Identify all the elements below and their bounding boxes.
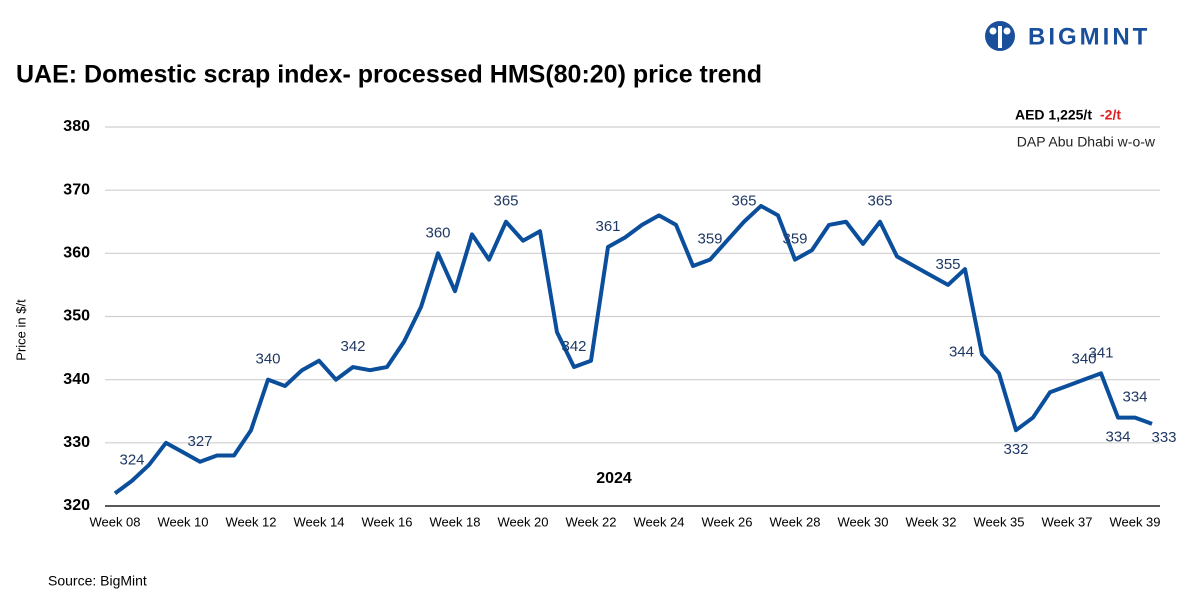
data-label: 365 <box>493 193 518 210</box>
x-tick-label: Week 14 <box>293 514 344 529</box>
chart-title: UAE: Domestic scrap index- processed HMS… <box>16 61 762 89</box>
data-label: 360 <box>425 224 450 241</box>
y-tick-label: 340 <box>63 371 90 388</box>
y-tick-label: 330 <box>63 434 90 451</box>
data-label: 327 <box>187 433 212 450</box>
logo-icon <box>998 26 1002 48</box>
x-tick-label: Week 28 <box>769 514 820 529</box>
x-tick-label: Week 30 <box>837 514 888 529</box>
data-label: 340 <box>1071 351 1096 368</box>
data-label: 324 <box>119 452 144 469</box>
data-label: 361 <box>595 218 620 235</box>
data-label: 332 <box>1003 441 1028 458</box>
price-line <box>113 203 1153 495</box>
price-change: -2/t <box>1100 107 1121 123</box>
y-tick-label: 360 <box>63 245 90 262</box>
x-tick-label: Week 22 <box>565 514 616 529</box>
price-basis: DAP Abu Dhabi w-o-w <box>1017 134 1156 150</box>
y-axis-label: Price in $/t <box>13 299 28 361</box>
data-label: 355 <box>935 256 960 273</box>
data-label: 334 <box>1122 389 1147 406</box>
x-tick-label: Week 39 <box>1109 514 1160 529</box>
x-tick-label: Week 35 <box>973 514 1024 529</box>
x-tick-label: Week 08 <box>89 514 140 529</box>
data-label: 334 <box>1105 429 1130 446</box>
data-label: 341 <box>1088 344 1113 361</box>
logo: BIGMINT <box>985 21 1150 51</box>
data-label: 340 <box>255 351 280 368</box>
data-label: 333 <box>1151 429 1176 446</box>
data-label: 359 <box>697 231 722 248</box>
brand: BIGMINT <box>1028 23 1150 50</box>
x-tick-label: Week 18 <box>429 514 480 529</box>
x-tick-label: Week 32 <box>905 514 956 529</box>
data-label: 365 <box>867 193 892 210</box>
data-label: 365 <box>731 193 756 210</box>
source: Source: BigMint <box>48 573 147 589</box>
y-tick-label: 380 <box>63 118 90 135</box>
x-tick-label: Week 37 <box>1041 514 1092 529</box>
data-label: 342 <box>561 338 586 355</box>
x-tick-label: Week 20 <box>497 514 548 529</box>
y-tick-label: 350 <box>63 308 90 325</box>
annotation: 2024 <box>596 470 632 487</box>
y-tick-label: 370 <box>63 181 90 198</box>
x-tick-label: Week 16 <box>361 514 412 529</box>
data-label: 342 <box>340 338 365 355</box>
x-tick-label: Week 24 <box>633 514 684 529</box>
x-tick-label: Week 12 <box>225 514 276 529</box>
logo-icon <box>989 27 997 35</box>
x-tick-label: Week 26 <box>701 514 752 529</box>
price: AED 1,225/t <box>1015 107 1092 123</box>
data-label: 344 <box>949 343 974 360</box>
x-tick-label: Week 10 <box>157 514 208 529</box>
logo-icon <box>1003 27 1011 35</box>
data-label: 359 <box>782 231 807 248</box>
y-tick-label: 320 <box>63 497 90 514</box>
